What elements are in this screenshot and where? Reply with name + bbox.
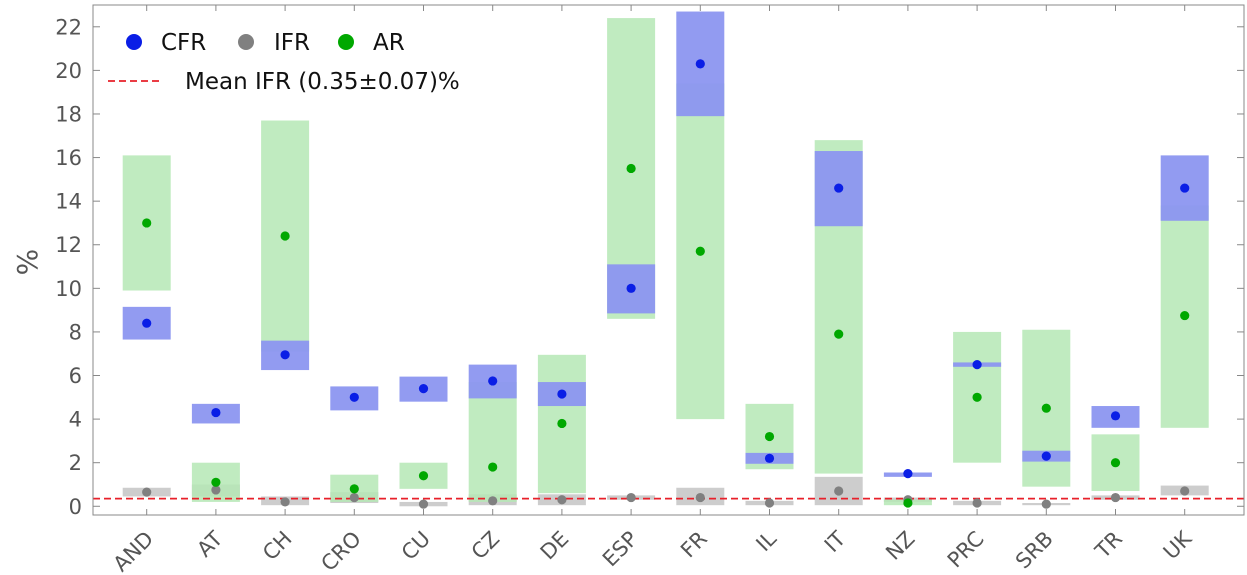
cfr-point-prc — [972, 360, 982, 370]
cfr-point-and — [142, 318, 152, 328]
y-tick-label: 10 — [55, 277, 82, 301]
ifr-point-it — [834, 486, 844, 496]
cfr-point-cz — [488, 376, 498, 386]
y-tick-label: 18 — [55, 102, 82, 126]
y-tick-label: 16 — [55, 146, 82, 170]
x-tick-label-cu: CU — [397, 527, 435, 565]
ifr-point-uk — [1180, 486, 1190, 496]
legend-label-ifr: IFR — [274, 30, 310, 56]
x-tick-label-srb: SRB — [1011, 527, 1058, 574]
cfr-point-de — [557, 389, 567, 399]
y-tick-label: 22 — [55, 15, 82, 39]
x-tick-label-cz: CZ — [467, 527, 505, 565]
cfr-point-fr — [695, 59, 705, 69]
ifr-point-and — [142, 487, 152, 497]
y-axis: 0 2 4 6 8 10 12 14 16 18 20 22 — [55, 15, 1244, 519]
data-points — [142, 59, 1190, 509]
y-tick-label: 0 — [69, 495, 82, 519]
y-tick-label: 8 — [69, 320, 82, 344]
x-tick-label-esp: ESP — [598, 527, 643, 572]
ar-point-prc — [972, 392, 982, 402]
ifr-point-il — [764, 498, 775, 508]
cfr-point-cu — [418, 383, 429, 394]
cfr-point-tr — [1110, 411, 1121, 421]
ifr-point-cu — [418, 499, 429, 509]
x-tick-label-at: AT — [192, 526, 227, 561]
ifr-point-fr — [695, 492, 705, 503]
ar-point-cro — [349, 484, 359, 494]
cfr-point-uk — [1180, 183, 1190, 193]
cfr-point-srb — [1041, 451, 1051, 461]
ar-point-tr — [1110, 458, 1121, 468]
cfr-point-esp — [626, 283, 636, 293]
cfr-point-ch — [280, 350, 290, 360]
ifr-point-prc — [972, 498, 982, 508]
y-axis-label: % — [11, 249, 44, 276]
cfr-point-it — [834, 183, 844, 193]
ar-point-de — [557, 418, 567, 429]
ar-point-it — [834, 329, 844, 339]
ar-point-ch — [280, 231, 290, 241]
ar-point-cu — [418, 471, 429, 481]
ar-point-at — [211, 477, 221, 487]
x-tick-label-de: DE — [536, 527, 574, 565]
ifr-point-de — [557, 495, 567, 505]
x-tick-label-prc: PRC — [943, 527, 989, 573]
x-tick-label-nz: NZ — [881, 527, 919, 565]
ifr-point-at — [211, 485, 221, 495]
y-tick-label: 2 — [69, 451, 82, 475]
ifr-point-tr — [1110, 492, 1121, 503]
x-tick-label-tr: TR — [1090, 527, 1127, 564]
x-tick-label-it: IT — [820, 526, 851, 557]
cfr-point-il — [764, 453, 775, 463]
ar-band-cz — [468, 382, 517, 502]
ar-point-cz — [488, 462, 498, 472]
ifr-point-esp — [626, 492, 636, 503]
x-tick-label-fr: FR — [676, 527, 712, 563]
legend-marker-cfr — [126, 34, 142, 50]
cfr-point-at — [211, 407, 221, 418]
ifr-point-cro — [349, 492, 359, 503]
y-tick-label: 14 — [55, 190, 82, 214]
legend-marker-ar — [338, 34, 354, 50]
cfr-point-cro — [349, 392, 359, 402]
y-tick-label: 4 — [69, 408, 82, 432]
x-tick-label-cro: CRO — [316, 527, 365, 575]
ifr-point-srb — [1041, 499, 1051, 509]
plot-frame — [92, 4, 1245, 516]
legend-marker-ifr — [238, 34, 254, 50]
x-tick-label-and: AND — [109, 527, 159, 575]
x-tick-label-ch: CH — [258, 527, 297, 566]
y-tick-label: 12 — [55, 233, 82, 257]
legend-label-cfr: CFR — [161, 30, 206, 56]
legend-label-ar: AR — [373, 30, 405, 56]
x-tick-label-il: IL — [751, 526, 781, 556]
y-tick-label: 20 — [55, 59, 82, 83]
ar-point-uk — [1180, 310, 1190, 321]
x-tick-label-uk: UK — [1159, 526, 1197, 564]
ifr-point-cz — [488, 496, 498, 506]
ar-point-and — [142, 218, 152, 228]
ar-point-fr — [695, 246, 705, 256]
ifr-point-ch — [280, 497, 290, 507]
y-tick-label: 6 — [69, 364, 82, 388]
ar-point-il — [764, 431, 775, 442]
cfr-point-nz — [903, 468, 913, 479]
ar-point-srb — [1041, 403, 1051, 413]
legend-label-mean-ifr: Mean IFR (0.35±0.07)% — [185, 69, 460, 95]
legend: CFR IFR AR Mean IFR (0.35±0.07)% — [108, 30, 460, 95]
ar-point-nz — [903, 498, 913, 508]
ar-point-esp — [626, 163, 636, 174]
